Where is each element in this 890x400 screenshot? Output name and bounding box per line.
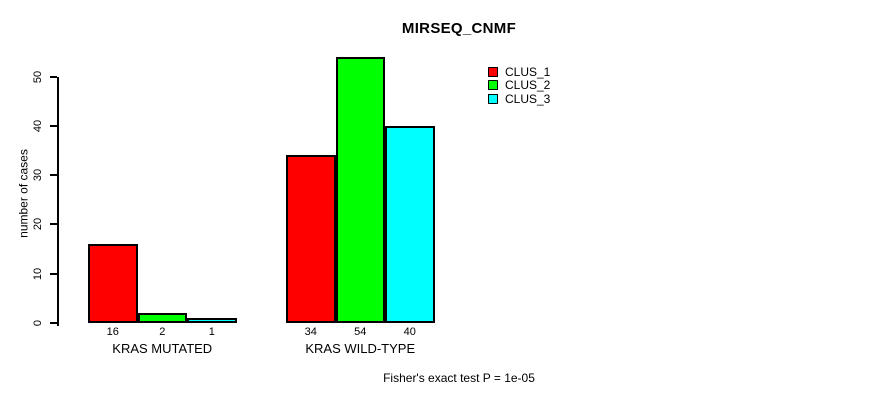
bar-value-label: 40 bbox=[403, 326, 416, 338]
y-tick-label: 50 bbox=[32, 70, 44, 84]
bar bbox=[88, 244, 138, 323]
group-label: KRAS MUTATED bbox=[112, 341, 213, 356]
bar-value-label: 34 bbox=[304, 326, 317, 338]
y-tick-label: 40 bbox=[32, 119, 44, 133]
y-tick bbox=[50, 322, 57, 324]
bar-value-label: 1 bbox=[208, 326, 215, 338]
y-tick-label: 0 bbox=[32, 319, 44, 327]
y-tick bbox=[50, 125, 57, 127]
y-axis-line bbox=[57, 77, 59, 326]
bar-value-label: 54 bbox=[354, 326, 367, 338]
chart-title: MIRSEQ_CNMF bbox=[401, 20, 517, 37]
y-tick-label: 10 bbox=[32, 267, 44, 281]
y-tick bbox=[50, 223, 57, 225]
annotation-fisher-test: Fisher's exact test P = 1e-05 bbox=[383, 371, 535, 385]
bar bbox=[187, 318, 237, 323]
bar bbox=[137, 313, 187, 323]
y-tick bbox=[50, 273, 57, 275]
bar bbox=[385, 126, 435, 323]
bar-value-label: 16 bbox=[106, 326, 119, 338]
y-tick bbox=[50, 76, 57, 78]
group-label: KRAS WILD-TYPE bbox=[305, 341, 416, 356]
bar bbox=[286, 155, 336, 323]
y-tick-label: 20 bbox=[32, 217, 44, 231]
bar bbox=[335, 57, 385, 323]
y-tick-label: 30 bbox=[32, 168, 44, 182]
y-tick bbox=[50, 174, 57, 176]
bar-value-label: 2 bbox=[159, 326, 166, 338]
